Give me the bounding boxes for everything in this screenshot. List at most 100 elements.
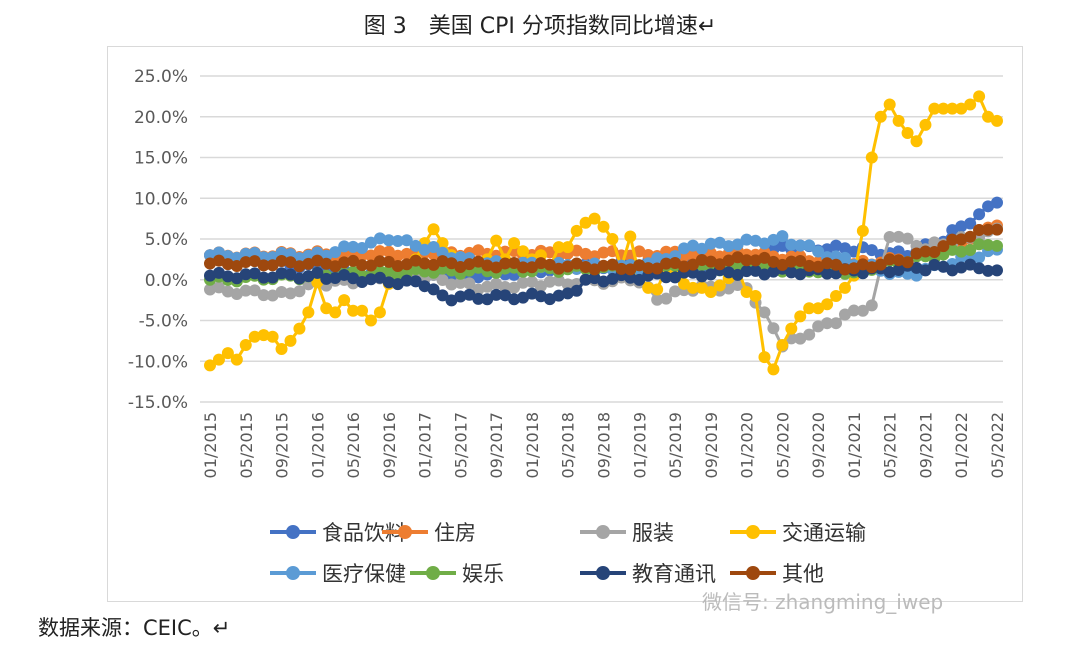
data-point — [499, 281, 512, 294]
data-point — [221, 258, 234, 271]
data-point — [400, 234, 413, 247]
data-point — [525, 275, 538, 288]
x-tick-label: 01/2021 — [845, 412, 864, 478]
data-point — [767, 322, 780, 335]
data-point — [838, 308, 851, 321]
data-point — [642, 262, 655, 275]
data-point — [982, 223, 995, 236]
data-point — [436, 289, 449, 302]
data-point — [543, 258, 556, 271]
x-tick-label: 05/2015 — [237, 412, 256, 478]
data-point — [445, 294, 458, 307]
data-point — [543, 275, 556, 288]
data-point — [677, 260, 690, 273]
data-point — [937, 102, 950, 115]
data-point — [695, 242, 708, 255]
data-point — [847, 304, 860, 317]
data-point — [704, 268, 717, 281]
data-point — [508, 293, 521, 306]
data-point — [597, 220, 610, 233]
data-point — [364, 249, 377, 262]
data-point — [865, 151, 878, 164]
data-point — [785, 322, 798, 335]
x-tick-label: 05/2020 — [773, 412, 792, 478]
data-point — [356, 241, 369, 254]
data-point — [686, 258, 699, 271]
data-point — [534, 280, 547, 293]
data-point — [221, 270, 234, 283]
data-point — [883, 98, 896, 111]
data-point — [508, 281, 521, 294]
data-point — [892, 114, 905, 127]
data-point — [230, 353, 243, 366]
data-point — [490, 288, 503, 301]
data-point — [991, 239, 1003, 252]
data-point — [481, 293, 494, 306]
x-tick-label: 05/2019 — [666, 412, 685, 478]
data-point — [490, 261, 503, 274]
legend-label: 交通运输 — [782, 521, 866, 545]
data-point — [946, 102, 959, 115]
data-point — [221, 347, 234, 360]
x-tick-label: 09/2021 — [916, 412, 935, 478]
data-point — [239, 284, 252, 297]
data-point — [633, 273, 646, 286]
data-point — [946, 243, 959, 256]
data-point — [964, 230, 977, 243]
y-tick-label: -5.0% — [139, 312, 188, 332]
data-point — [794, 255, 807, 268]
data-point — [454, 251, 467, 264]
data-point — [964, 217, 977, 230]
data-point — [588, 212, 601, 225]
data-point — [973, 224, 986, 237]
data-point — [686, 281, 699, 294]
data-point — [338, 240, 351, 253]
data-point — [910, 247, 923, 260]
data-point — [982, 264, 995, 277]
legend-marker — [596, 566, 610, 580]
data-point — [508, 256, 521, 269]
data-point — [266, 330, 279, 343]
data-point — [373, 306, 386, 319]
data-point — [356, 259, 369, 272]
data-point — [320, 272, 333, 285]
data-point — [740, 254, 753, 267]
data-point — [758, 306, 771, 319]
x-tick-label: 09/2017 — [487, 412, 506, 478]
data-point — [373, 232, 386, 245]
data-point — [803, 259, 816, 272]
data-point — [803, 328, 816, 341]
data-point — [901, 256, 914, 269]
data-point — [275, 255, 288, 268]
data-point — [454, 276, 467, 289]
data-point — [973, 238, 986, 251]
data-point — [964, 98, 977, 111]
data-point — [329, 306, 342, 319]
data-point — [347, 304, 360, 317]
data-point — [606, 258, 619, 271]
data-point — [767, 363, 780, 376]
data-point — [239, 256, 252, 269]
data-point — [883, 231, 896, 244]
data-point — [382, 245, 395, 258]
data-point — [579, 273, 592, 286]
data-point — [579, 216, 592, 229]
data-point — [364, 314, 377, 327]
data-point — [257, 271, 270, 284]
data-point — [302, 306, 315, 319]
data-point — [749, 290, 762, 303]
x-tick-label: 01/2018 — [523, 412, 542, 478]
data-point — [329, 260, 342, 273]
data-point — [740, 233, 753, 246]
data-point — [919, 264, 932, 277]
data-point — [472, 255, 485, 268]
source-note: 数据来源：CEIC。↵ — [38, 616, 231, 640]
data-point — [347, 240, 360, 253]
data-point — [731, 238, 744, 251]
legend-label: 其他 — [782, 562, 824, 586]
data-point — [651, 262, 664, 275]
data-point — [338, 294, 351, 307]
data-point — [651, 283, 664, 296]
data-point — [883, 266, 896, 279]
